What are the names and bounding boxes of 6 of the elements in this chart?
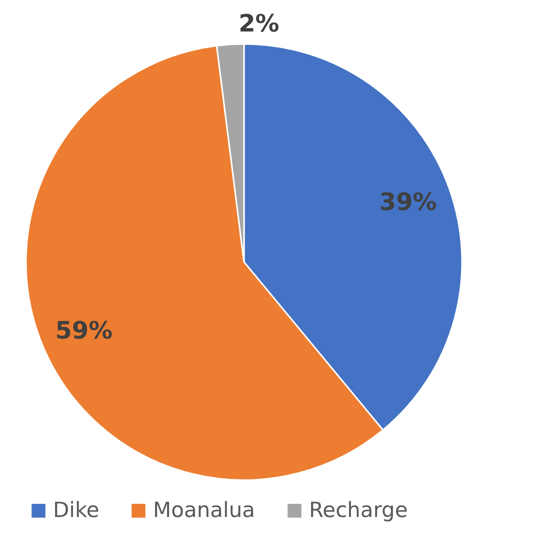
data-label: 2% [238, 9, 280, 38]
data-label: 39% [379, 188, 437, 216]
legend-label: Recharge [309, 498, 408, 522]
legend-label: Moanalua [153, 498, 256, 522]
data-label: 59% [55, 316, 113, 344]
legend-label: Dike [53, 498, 100, 522]
